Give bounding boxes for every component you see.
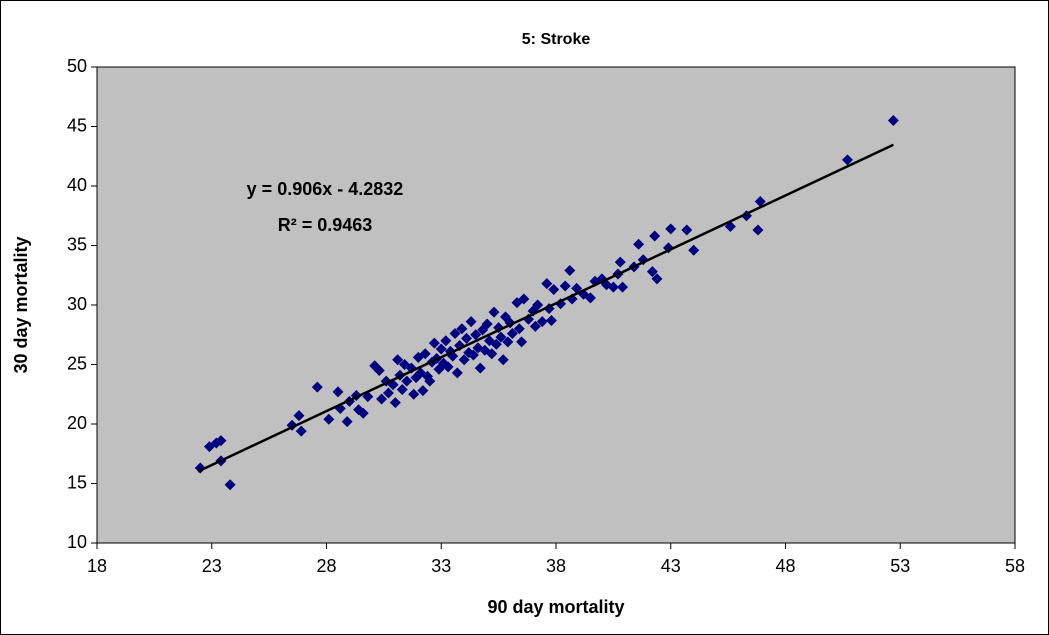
data-point [529,320,541,332]
x-tick-label: 28 [316,556,336,576]
y-tick-label: 20 [67,413,87,433]
data-point [681,224,693,236]
data-point [617,281,629,293]
data-point [665,223,677,235]
data-point [516,336,528,348]
data-point [332,386,344,398]
y-axis-title: 30 day mortality [11,236,31,373]
x-tick-label: 53 [890,556,910,576]
y-tick-label: 45 [67,115,87,135]
data-point [295,425,307,437]
r-squared-label: R² = 0.9463 [278,215,373,235]
data-point [584,292,596,304]
data-point [688,244,700,256]
data-point [506,328,518,340]
data-point [513,323,525,335]
data-point [541,278,553,290]
equation-label: y = 0.906x - 4.2832 [247,179,404,199]
data-point [559,280,571,292]
data-point [215,435,227,447]
data-point [417,385,429,397]
y-tick-label: 15 [67,472,87,492]
data-point [490,338,502,350]
data-point [401,375,413,387]
y-tick-label: 40 [67,175,87,195]
data-point [502,336,514,348]
data-point [341,416,353,428]
x-tick-label: 43 [661,556,681,576]
data-point [424,375,436,387]
data-point [752,224,764,236]
data-point [536,316,548,328]
data-point [382,387,394,399]
y-tick-label: 30 [67,294,87,314]
data-point [392,354,404,366]
x-tick-label: 58 [1005,556,1025,576]
y-tick-label: 50 [67,56,87,76]
data-point [545,314,557,326]
data-point [440,335,452,347]
x-tick-label: 48 [775,556,795,576]
data-point [451,367,463,379]
data-point [633,238,645,250]
data-point [376,393,388,405]
data-point [396,383,408,395]
data-point [389,397,401,409]
data-point [651,273,663,285]
data-point [887,115,899,127]
x-tick-label: 23 [202,556,222,576]
data-point [465,316,477,328]
y-tick-label: 35 [67,234,87,254]
data-point [497,354,509,366]
data-point [293,410,305,422]
data-point [488,306,500,318]
data-point [607,281,619,293]
data-point [518,293,530,305]
data-point [754,195,766,207]
data-point [467,349,479,361]
trendline [197,143,894,473]
x-tick-label: 18 [87,556,107,576]
data-point [481,318,493,330]
x-tick-label: 33 [431,556,451,576]
data-point [311,381,323,393]
data-point [649,230,661,242]
data-point [442,361,454,373]
data-point [548,284,560,296]
x-tick-label: 38 [546,556,566,576]
data-point [428,337,440,349]
data-point [460,332,472,344]
data-point [614,256,626,268]
data-point [470,329,482,341]
data-point [841,154,853,166]
data-point [646,266,658,278]
data-point [532,299,544,311]
data-point [357,407,369,419]
data-point [449,328,461,340]
data-point [373,364,385,376]
chart-title: 5: Stroke [522,31,591,48]
data-point [224,479,236,491]
data-point [435,343,447,355]
x-axis-title: 90 day mortality [487,597,624,617]
data-point [474,362,486,374]
data-point [194,462,206,474]
data-point [456,323,468,335]
data-point [564,264,576,276]
data-point [419,348,431,360]
data-point [495,331,507,343]
plot-area [96,66,1016,544]
y-tick-label: 10 [67,532,87,552]
data-point [323,413,335,425]
data-point [458,354,470,366]
data-point [408,388,420,400]
y-tick-label: 25 [67,353,87,373]
data-point [486,348,498,360]
